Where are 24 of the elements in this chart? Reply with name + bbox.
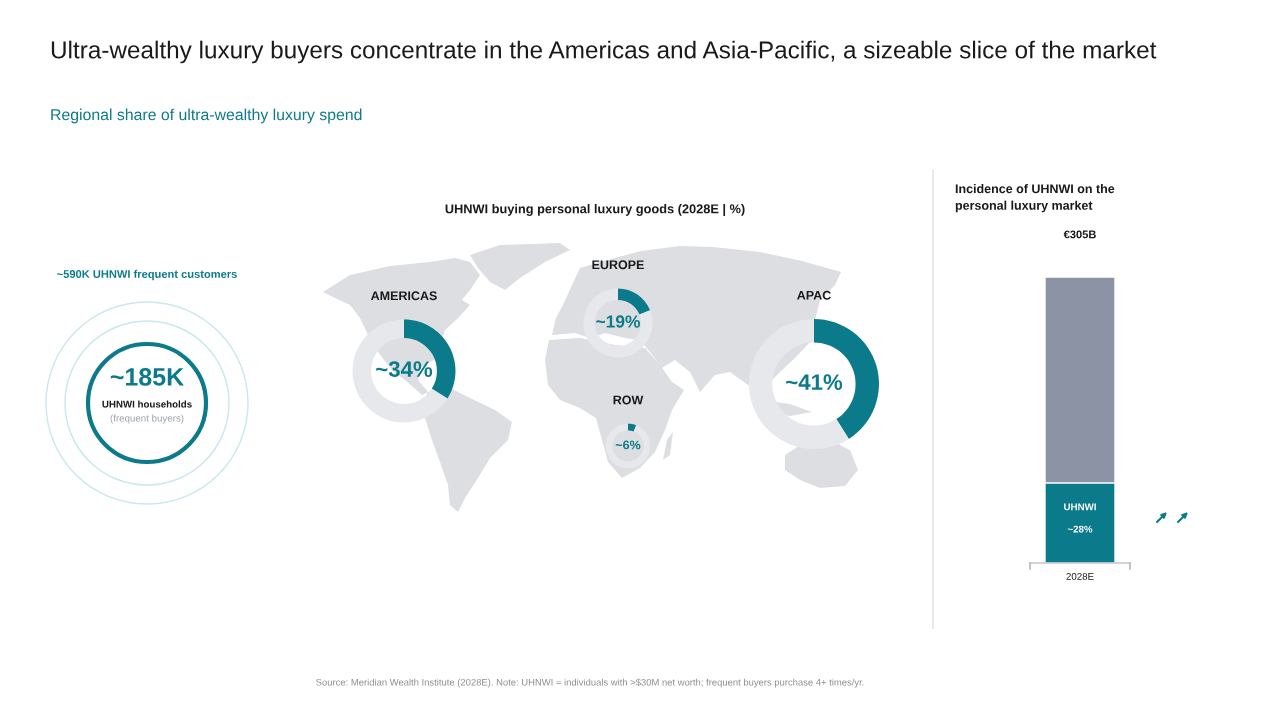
source-note: Source: Meridian Wealth Institute (2028E). Note: UHNWI = individuals with >$30M net worth; frequent buyers purchase 4+ times/yr. (316, 678, 864, 688)
chart-title: APAC (797, 290, 831, 300)
data-label: ~28% (1067, 525, 1093, 533)
donut-slice (628, 423, 637, 432)
donut-slice (618, 288, 651, 315)
series-label: UHNWI (1064, 503, 1096, 511)
data-label: ~41% (786, 374, 843, 390)
chart-title: AMERICAS (370, 291, 437, 301)
chart-title: ROW (613, 395, 644, 405)
data-label: ~34% (376, 361, 433, 377)
donut-slice (605, 423, 651, 469)
text: UHNWI households (102, 400, 192, 408)
chart-title: EUROPE (592, 260, 644, 270)
text: (frequent buyers) (110, 414, 184, 424)
text: UHNWI buying personal luxury goods (2028E | %) (445, 203, 745, 217)
data-label: ~19% (596, 315, 640, 328)
x-tick-label: 2028E (1066, 572, 1094, 580)
text: ~590K UHNWI frequent customers (57, 269, 237, 281)
text: Regional share of ultra-wealthy luxury spend (51, 108, 362, 124)
text: €305B (1063, 230, 1096, 239)
text: ~185K (110, 368, 184, 386)
data-label: ~6% (615, 440, 641, 450)
chart-title: Incidence of UHNWI on the personal luxury market (955, 184, 1115, 213)
text: Ultra-wealthy luxury buyers concentrate in the Americas and Asia-Pacific, a sizeable slice of the market (51, 40, 1157, 64)
